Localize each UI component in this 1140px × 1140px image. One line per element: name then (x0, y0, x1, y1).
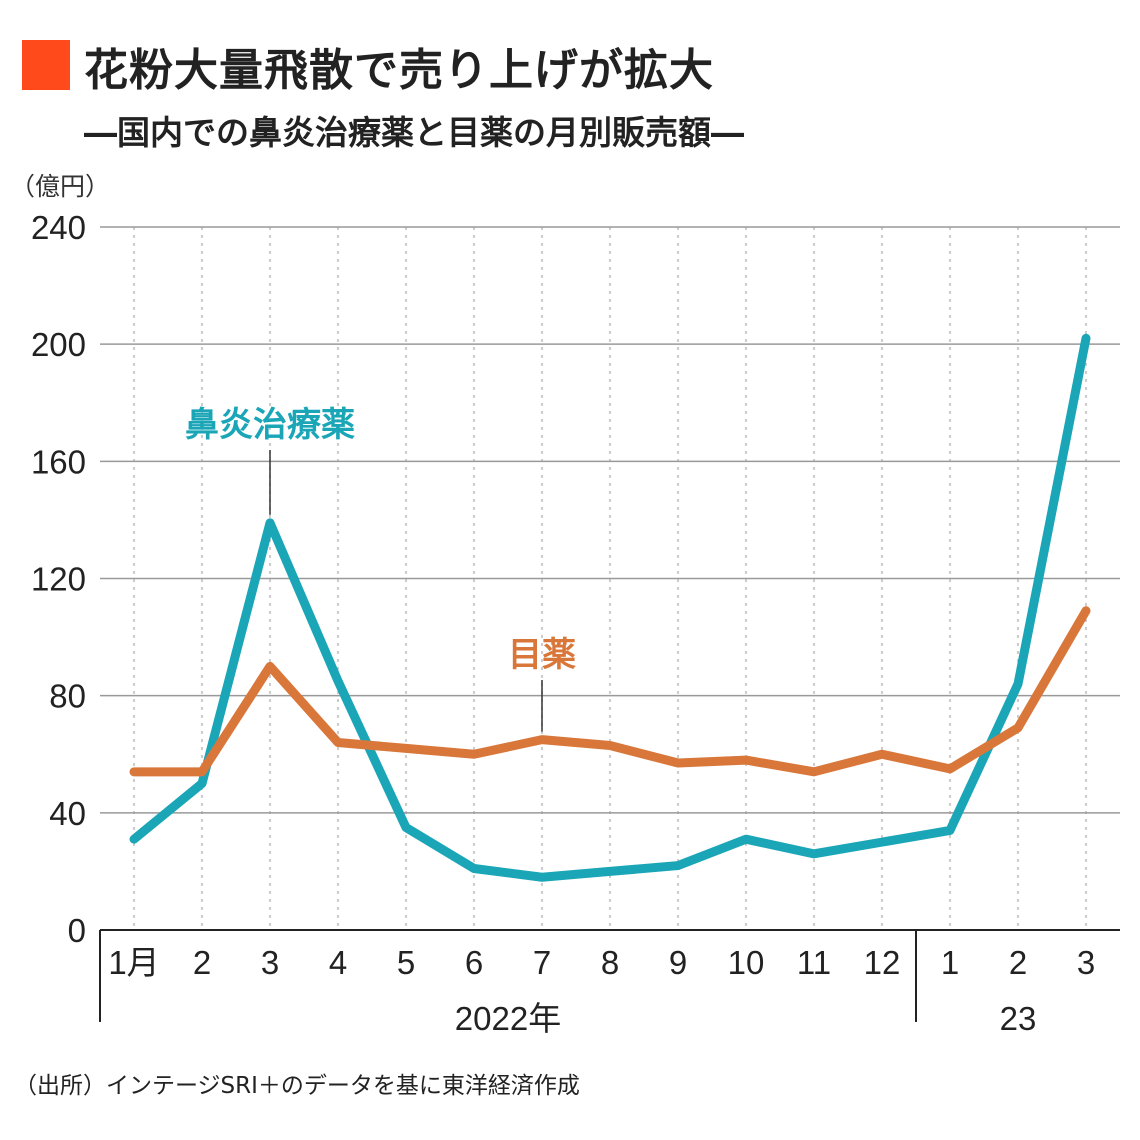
y-tick-label: 0 (68, 912, 86, 949)
x-tick-label: 10 (728, 944, 765, 981)
x-tick-label: 3 (1077, 944, 1095, 981)
y-tick-label: 200 (31, 326, 86, 363)
x-tick-label: 6 (465, 944, 483, 981)
y-tick-label: 160 (31, 443, 86, 480)
x-tick-label: 5 (397, 944, 415, 981)
x-tick-label: 3 (261, 944, 279, 981)
x-tick-label: 2 (193, 944, 211, 981)
x-tick-label: 9 (669, 944, 687, 981)
x-tick-label: 11 (797, 944, 831, 981)
x-tick-label: 2 (1009, 944, 1027, 981)
source-note: （出所）インテージSRI＋のデータを基に東洋経済作成 (14, 1073, 580, 1099)
series-label: 目薬 (508, 636, 576, 674)
title-marker (22, 40, 70, 90)
x-tick-label: 1月 (108, 944, 159, 981)
x-tick-label: 1 (941, 944, 959, 981)
y-unit-label: （億円） (10, 173, 110, 201)
series-label: 鼻炎治療薬 (185, 406, 355, 444)
y-tick-label: 40 (49, 795, 86, 832)
chart-title: 花粉大量飛散で売り上げが拡大 (84, 45, 714, 96)
y-tick-label: 120 (31, 561, 86, 598)
x-tick-label: 7 (533, 944, 551, 981)
x-tick-label: 4 (329, 944, 347, 981)
x-tick-label: 12 (864, 944, 901, 981)
x-tick-label: 8 (601, 944, 619, 981)
y-tick-label: 80 (49, 678, 86, 715)
chart-subtitle: ―国内での鼻炎治療薬と目薬の月別販売額― (84, 113, 744, 152)
year-label: 2022年 (455, 1000, 561, 1037)
y-tick-label: 240 (31, 209, 86, 246)
year-label: 23 (1000, 1000, 1037, 1037)
